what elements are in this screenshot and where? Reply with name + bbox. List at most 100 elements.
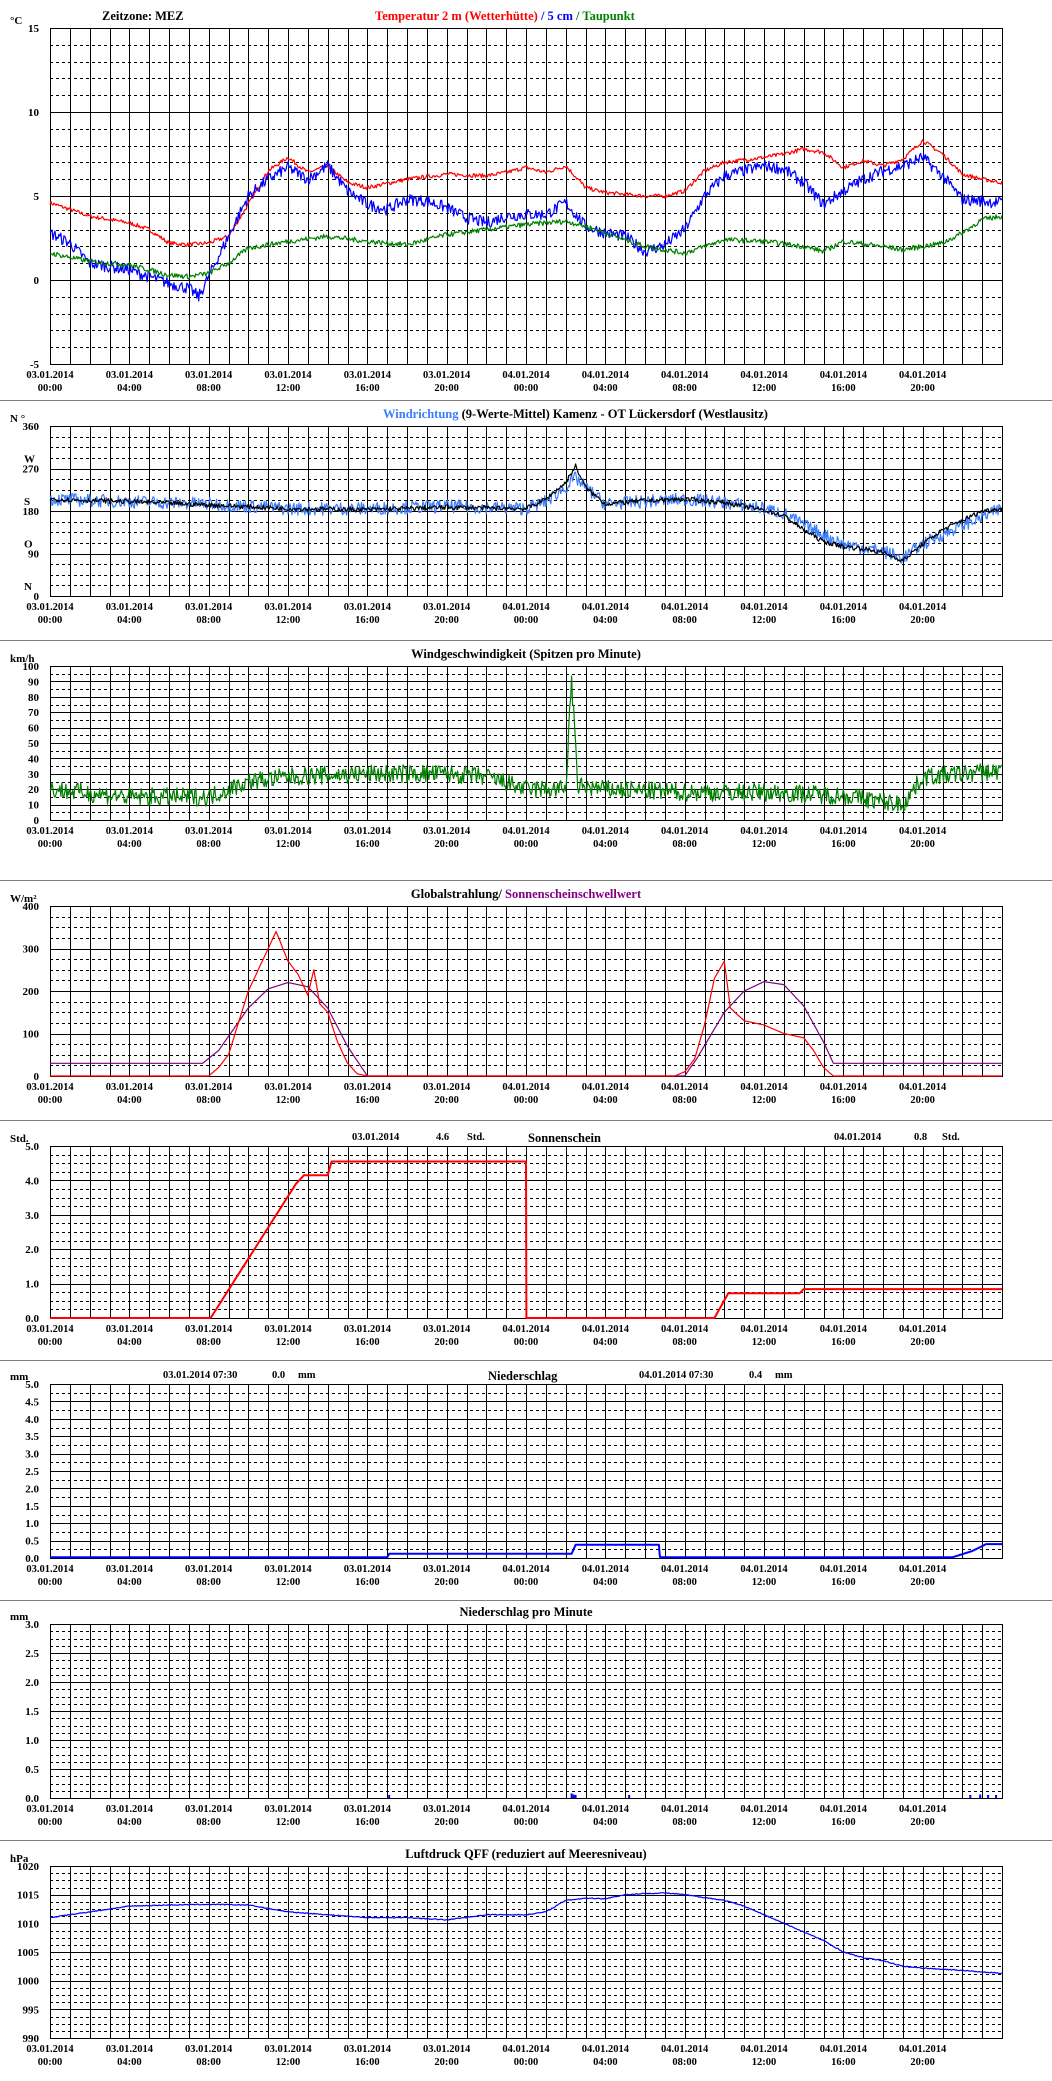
x-tick-time: 00:00: [514, 383, 539, 394]
x-tick-time: 08:00: [672, 839, 697, 850]
x-tick-time: 04:00: [117, 2057, 142, 2068]
x-tick-date: 03.01.2014: [264, 1804, 312, 1815]
x-tick-time: 16:00: [355, 1095, 380, 1106]
x-tick-time: 20:00: [434, 839, 459, 850]
x-tick-date: 04.01.2014: [820, 370, 868, 381]
day1-value: 0.0: [272, 1370, 285, 1381]
x-tick-date: 04.01.2014: [899, 826, 947, 837]
y-tick-label: 1015: [17, 1890, 40, 1902]
series-line-0: [49, 1543, 1003, 1559]
y-tick-label: 30: [28, 769, 40, 781]
x-tick-date: 04.01.2014: [661, 1564, 709, 1575]
y-tick-label: 70: [28, 707, 40, 719]
x-tick-date: 04.01.2014: [820, 602, 868, 613]
x-tick-date: 03.01.2014: [264, 1082, 312, 1093]
series-line-1: [49, 930, 1003, 1077]
y-tick-label: 0.0: [25, 1313, 39, 1325]
x-tick-time: 04:00: [117, 1337, 142, 1348]
x-tick-time: 12:00: [276, 839, 301, 850]
chart-title: Sonnenschein: [528, 1131, 601, 1145]
series-line-1: [49, 463, 1003, 562]
x-tick-time: 20:00: [910, 1817, 935, 1828]
x-tick-date: 03.01.2014: [423, 2044, 471, 2055]
timezone-label: Zeitzone: MEZ: [102, 9, 184, 23]
title-part: (9-Werte-Mittel): [459, 407, 550, 421]
x-tick-time: 00:00: [38, 1095, 63, 1106]
x-tick-date: 04.01.2014: [740, 826, 788, 837]
y-tick-label: 1.0: [25, 1735, 39, 1747]
unit-label: W/m²: [10, 893, 37, 905]
x-tick-date: 03.01.2014: [344, 1804, 392, 1815]
series-line-0: [49, 1892, 1003, 1975]
title-part: /: [573, 9, 583, 23]
x-tick-time: 04:00: [593, 1817, 618, 1828]
x-tick-date: 04.01.2014: [740, 1804, 788, 1815]
x-tick-date: 04.01.2014: [899, 2044, 947, 2055]
x-tick-date: 04.01.2014: [582, 602, 630, 613]
x-tick-time: 16:00: [831, 2057, 856, 2068]
day1-date: 03.01.2014: [352, 1132, 400, 1143]
x-tick-date: 03.01.2014: [106, 1564, 154, 1575]
x-tick-time: 04:00: [593, 1337, 618, 1348]
x-tick-time: 00:00: [514, 1095, 539, 1106]
x-tick-time: 08:00: [196, 1095, 221, 1106]
x-tick-time: 16:00: [355, 839, 380, 850]
unit-label: mm: [10, 1371, 28, 1383]
title-part: Luftdruck QFF (reduziert auf Meeresnivea…: [405, 1847, 646, 1861]
y-tick-label: 0.0: [25, 1553, 39, 1565]
x-tick-date: 03.01.2014: [344, 1082, 392, 1093]
y-tick-label: 1.0: [25, 1279, 39, 1291]
x-tick-date: 04.01.2014: [820, 2044, 868, 2055]
chart-global_radiation: 400 300 200 100 0 W/m² 03.01.2014 00:00 03.01.20…: [10, 887, 1003, 1106]
y-tick-label: 2.0: [25, 1244, 39, 1256]
x-tick-date: 04.01.2014: [820, 1804, 868, 1815]
title-part: Temperatur 2 m (Wetterhütte): [375, 9, 538, 23]
y-tick-label: 1010: [17, 1918, 40, 1930]
y-tick-label: 60: [28, 723, 40, 735]
x-tick-time: 12:00: [276, 383, 301, 394]
y-tick-label: 990: [23, 2033, 40, 2045]
x-tick-date: 04.01.2014: [899, 1564, 947, 1575]
y-tick-label: 5: [34, 191, 40, 203]
x-tick-date: 03.01.2014: [106, 602, 154, 613]
x-tick-date: 03.01.2014: [423, 826, 471, 837]
title-part: Taupunkt: [582, 9, 635, 23]
title-part: Windgeschwindigkeit (Spitzen pro Minute): [411, 647, 641, 661]
y-tick-label: 1.5: [25, 1706, 39, 1718]
y-tick-label: 0: [34, 815, 40, 827]
y-tick-label: 10: [28, 800, 40, 812]
x-tick-time: 08:00: [196, 1577, 221, 1588]
x-tick-time: 12:00: [752, 1817, 777, 1828]
chart-wind_speed: 1009080706050403020100km/h03.01.201400:0…: [10, 647, 1003, 850]
chart-title: Temperatur 2 m (Wetterhütte) / 5 cm / Ta…: [375, 9, 636, 23]
x-tick-date: 03.01.2014: [185, 1082, 233, 1093]
x-tick-date: 04.01.2014: [582, 370, 630, 381]
x-tick-date: 03.01.2014: [344, 1564, 392, 1575]
x-tick-date: 03.01.2014: [26, 1564, 74, 1575]
x-tick-date: 03.01.2014: [264, 826, 312, 837]
x-tick-date: 04.01.2014: [740, 602, 788, 613]
x-tick-time: 00:00: [514, 1337, 539, 1348]
x-tick-time: 04:00: [593, 2057, 618, 2068]
x-tick-time: 12:00: [752, 1577, 777, 1588]
x-tick-time: 04:00: [593, 1577, 618, 1588]
x-tick-time: 00:00: [514, 1577, 539, 1588]
chart-title: Windrichtung (9-Werte-Mittel) Kamenz - O…: [383, 407, 768, 421]
x-tick-time: 20:00: [910, 1577, 935, 1588]
x-tick-time: 16:00: [355, 2057, 380, 2068]
x-tick-time: 12:00: [752, 2057, 777, 2068]
x-tick-time: 00:00: [38, 383, 63, 394]
x-tick-date: 04.01.2014: [661, 1082, 709, 1093]
unit-label: hPa: [10, 1853, 29, 1865]
x-tick-time: 00:00: [514, 2057, 539, 2068]
y-tick-label: 200: [23, 986, 40, 998]
series-line-1: [49, 152, 1003, 302]
x-tick-time: 08:00: [196, 1337, 221, 1348]
y-tick-label: 80: [28, 692, 40, 704]
title-part: Globalstrahlung/: [411, 887, 505, 901]
y-tick-label: -5: [30, 359, 40, 371]
chart-temperature: 15 10 5 0 -5 °C 03.01.2014 00:00 03.01.2014 04:00…: [10, 9, 1003, 394]
x-tick-date: 04.01.2014: [502, 602, 550, 613]
title-part: /: [538, 9, 548, 23]
